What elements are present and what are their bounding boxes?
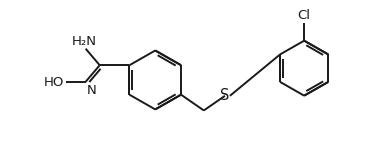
Text: HO: HO <box>43 76 64 89</box>
Text: H₂N: H₂N <box>72 35 97 48</box>
Text: S: S <box>220 88 230 103</box>
Text: Cl: Cl <box>298 9 311 22</box>
Text: N: N <box>86 84 96 97</box>
